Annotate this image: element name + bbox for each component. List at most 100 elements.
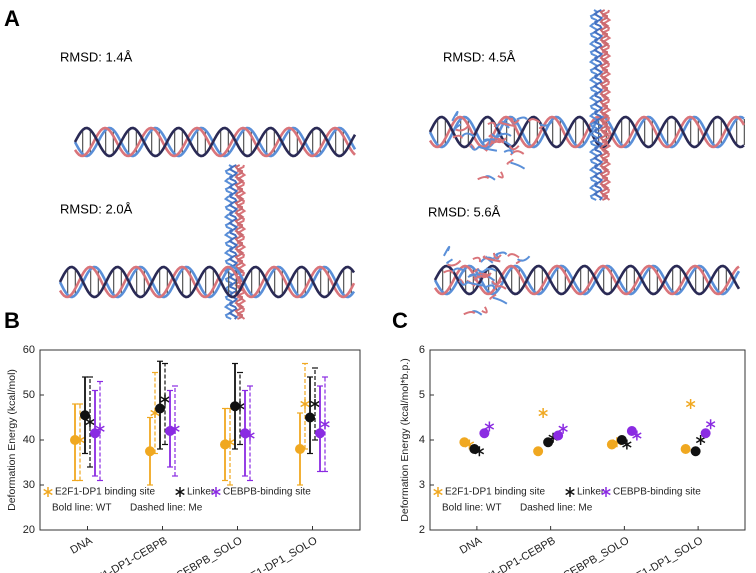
point-me [538,408,548,418]
legend-marker [433,487,443,497]
point-me [310,399,320,409]
dna-helix [58,265,356,299]
y-tick-label: 6 [419,344,425,356]
star-stroke [170,425,180,432]
star-stroke [175,488,185,496]
error-bar [322,376,328,473]
point-wt [70,435,80,445]
x-tick-label: CEBPB_SOLO [174,535,244,573]
protein-loop [451,267,466,273]
y-tick-label: 5 [419,389,425,401]
point-me [160,394,170,405]
rmsd-label: RMSD: 5.6Å [428,204,501,219]
point-me [225,437,235,448]
legend-marker [211,487,221,497]
rmsd-label: RMSD: 1.4Å [60,49,133,64]
legend-marker [601,487,611,497]
protein-loop [455,124,470,132]
point-wt [165,426,175,436]
backbone [73,126,357,158]
point-wt [155,403,165,414]
protein-loop [487,121,496,128]
star-stroke [632,432,642,439]
star-stroke [245,432,255,439]
star-stroke [225,439,235,446]
point-me [320,419,330,430]
point-me [95,423,105,434]
y-tick-label: 4 [419,434,425,446]
protein-loop [443,269,454,274]
y-axis-title: Deformation Energy (kcal/mol) [6,369,18,511]
chart: C Deformation Energy (kcal/mol*b.p.) 2 3 4 5 6… [392,308,746,573]
panel-label: A [4,6,20,31]
point-me [474,446,485,457]
point-me [558,423,568,434]
point-wt [690,446,701,457]
protein-loop [491,280,503,286]
dna-helix [73,126,357,158]
star-stroke [622,441,632,448]
x-tick-label: E2F1-DP1-CEBPB [84,535,170,573]
star-stroke [565,488,575,496]
protein-loop [446,258,454,264]
structures [58,9,746,320]
helix-strand [227,164,239,320]
protein [451,110,554,181]
point-wt [479,428,490,439]
legend-label: Linker [187,487,215,498]
point-me [695,435,706,445]
point-wt [220,439,230,450]
x-tick-label: DNA [68,534,95,556]
panel-label: C [392,308,408,333]
star-stroke [43,488,53,496]
protein-loop [516,116,528,121]
protein-loop [508,145,520,151]
y-tick-label: 40 [23,434,35,446]
point-me [632,430,642,441]
y-tick-label: 20 [23,524,35,536]
point-wt [295,444,305,454]
protein-loop [477,175,490,181]
point-wt [80,410,90,421]
panel-label: B [4,308,20,333]
y-axis-title: Deformation Energy (kcal/mol*b.p.) [399,358,411,521]
helix-strand [588,9,600,201]
protein-loop [498,120,517,128]
backbone [73,126,356,158]
protein [443,245,531,316]
protein-loop [506,158,514,165]
star-stroke [211,488,221,496]
x-tick-label: CEBPB_SOLO [561,535,631,573]
point-wt [533,446,544,457]
protein-loop [495,251,508,256]
point-wt [553,430,564,441]
rmsd-label: RMSD: 4.5Å [443,49,516,64]
star-stroke [484,423,495,430]
point-wt [606,439,617,450]
star-stroke [474,448,485,455]
protein-loop [527,118,541,124]
legend-note: Dashed line: Me [130,503,203,514]
point-wt [240,428,250,439]
star-stroke [235,403,245,410]
point-wt [305,412,315,423]
protein-loop [482,255,501,263]
protein-loop [485,284,496,290]
point-wt [459,437,470,448]
point-me [685,399,696,409]
star-stroke [310,400,320,408]
point-wt [230,401,240,412]
point-me [75,435,85,445]
protein-loop [454,123,462,129]
protein-loop [497,171,504,179]
point-me [245,430,255,441]
point-wt [145,446,155,457]
protein-loop [463,310,476,316]
y-tick-label: 3 [419,479,425,491]
backbone [433,264,741,296]
protein-loop [507,253,520,259]
error-bar [247,385,253,482]
star-stroke [695,436,706,444]
star-stroke [75,436,85,444]
protein-loop [503,149,514,155]
